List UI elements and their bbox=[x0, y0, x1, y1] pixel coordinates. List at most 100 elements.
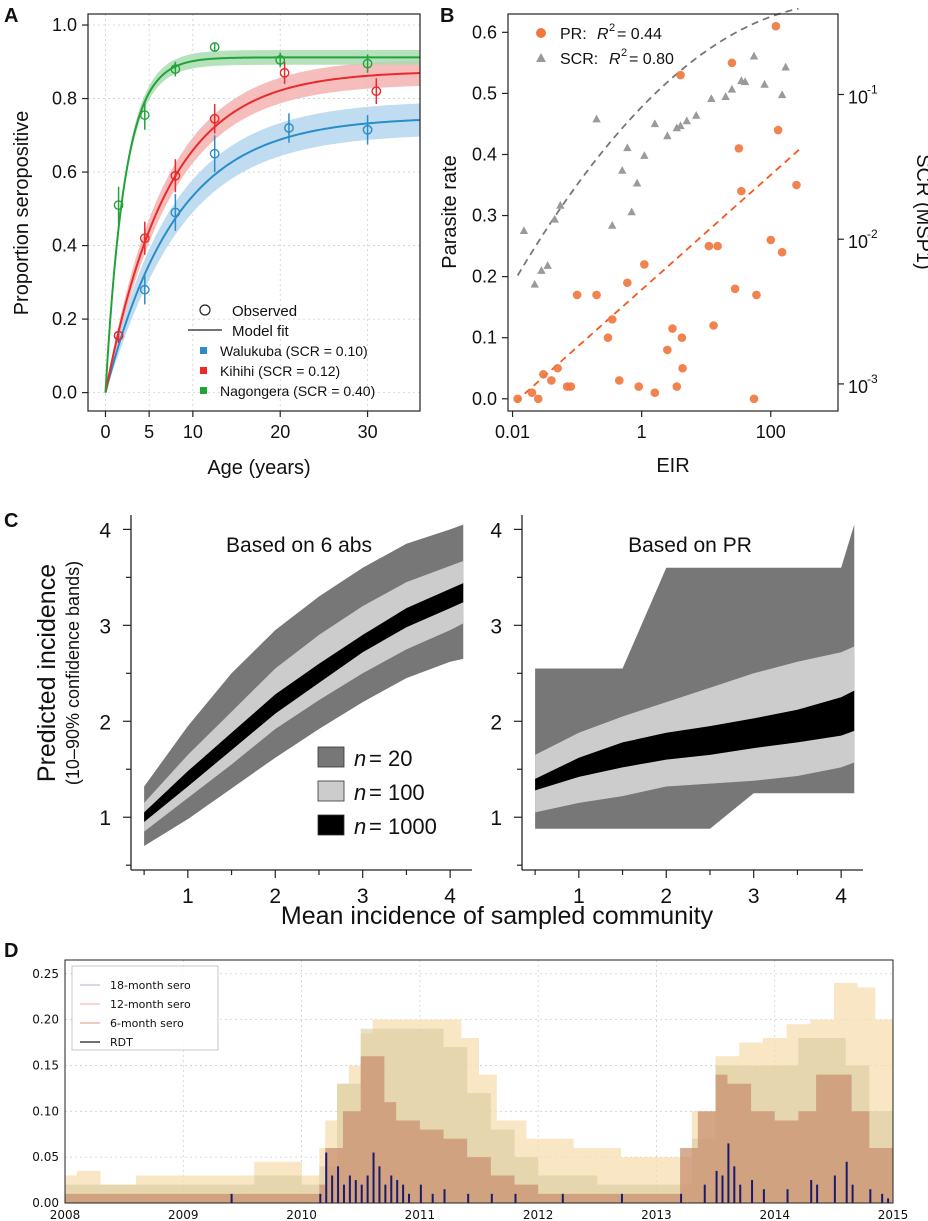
panel-d-rdt-bar bbox=[514, 1193, 517, 1203]
panel-b-pr-point bbox=[607, 315, 617, 324]
panel-b-pr-point bbox=[592, 290, 601, 300]
panel-b-scr-point bbox=[650, 119, 660, 128]
panel-d-rdt-bar bbox=[348, 1175, 351, 1203]
legend-pr-r2-sup: 2 bbox=[609, 22, 615, 34]
panel-d-legend-label: 12-month sero bbox=[110, 998, 191, 1011]
panel-d-y-tick-label: 0.00 bbox=[32, 1196, 59, 1210]
panel-d-rdt-bar bbox=[408, 1193, 411, 1203]
legend-kihihi-label: Kihihi (SCR = 0.12) bbox=[220, 363, 340, 379]
legend-n100-swatch bbox=[317, 780, 345, 802]
panel-d-rdt-bar bbox=[325, 1152, 328, 1203]
panel-b-pr-point bbox=[603, 333, 613, 343]
panel-a-x-label: Age (years) bbox=[207, 457, 310, 479]
panel-b-scr-point bbox=[663, 131, 672, 140]
panel-letter-d: D bbox=[4, 940, 18, 962]
panel-a-y-tick-label: 0.2 bbox=[52, 309, 77, 329]
panel-b-pr-point bbox=[676, 70, 685, 80]
panel-d-rdt-bar bbox=[762, 1189, 765, 1203]
panel-d-area-12-month bbox=[65, 1028, 893, 1203]
panel-d-rdt-bar bbox=[342, 1184, 345, 1203]
panel-d-rdt-bar bbox=[869, 1189, 872, 1203]
panel-b-pr-point bbox=[634, 382, 644, 391]
panel-b-y-tick-label: 0.1 bbox=[472, 328, 497, 348]
panel-b-scr-point bbox=[740, 77, 750, 86]
panel-c: 1 2 3 4 1 2 3 4 1 2 3 4 1 2 3 4 Predicted incidence (10… bbox=[33, 515, 863, 930]
panel-a-x-tick-label: 5 bbox=[144, 422, 154, 442]
panel-a-x-tick-label: 10 bbox=[183, 422, 203, 442]
panel-letter-c: C bbox=[4, 510, 18, 532]
panel-c-band-n1000 bbox=[535, 690, 855, 791]
panel-c-x-tick-label: 4 bbox=[444, 885, 456, 908]
panel-a-y-tick-label: 0.4 bbox=[52, 236, 77, 256]
panel-d-x-tick-label: 2013 bbox=[641, 1208, 672, 1221]
panel-letter-b: B bbox=[440, 5, 454, 27]
panel-b-y-tick-label: 0.4 bbox=[472, 144, 497, 164]
legend-n20-n: n bbox=[354, 746, 366, 771]
panel-b-frame bbox=[507, 13, 839, 412]
panel-c-y-label-sub: (10–90% confidence bands) bbox=[63, 561, 83, 785]
panel-a-point-walukuba bbox=[284, 123, 294, 133]
panel-b-scr-point bbox=[760, 79, 769, 88]
legend-observed-label: Observed bbox=[232, 303, 297, 320]
panel-b-scr-point bbox=[676, 121, 685, 130]
panel-a-point-kihihi bbox=[371, 86, 382, 97]
legend-model-label: Model fit bbox=[232, 323, 290, 340]
panel-d-rdt-bar bbox=[703, 1184, 706, 1203]
panel-d-legend-box bbox=[71, 965, 219, 1051]
panel-b-pr-fit bbox=[515, 148, 801, 403]
panel-b-scr-point bbox=[682, 116, 691, 125]
panel-d-rdt-bar bbox=[620, 1193, 623, 1203]
panel-b-scr-point bbox=[777, 90, 787, 99]
panel-a-frame bbox=[87, 13, 421, 412]
panel-d-rdt-bar bbox=[384, 1184, 387, 1203]
panel-b-scr-point bbox=[707, 94, 716, 102]
panel-d-rdt-bar bbox=[810, 1180, 813, 1203]
panel-a-point-walukuba bbox=[209, 148, 220, 159]
panel-b-pr-point bbox=[566, 382, 576, 391]
panel-a-point-nagongera bbox=[170, 64, 181, 75]
panel-b-scr-point bbox=[672, 123, 681, 132]
panel-a-point-nagongera bbox=[362, 58, 373, 69]
panel-b-scr-point bbox=[632, 178, 642, 187]
panel-c-x-tick-label: 2 bbox=[660, 885, 672, 908]
panel-b-scr-point bbox=[608, 220, 617, 229]
legend-kihihi-swatch bbox=[200, 367, 207, 374]
legend-nagongera-swatch bbox=[200, 387, 207, 394]
legend-pr-label: PR: bbox=[560, 26, 587, 43]
panel-a-point-walukuba bbox=[139, 284, 150, 295]
panel-c-y-tick-label: 1 bbox=[99, 807, 111, 830]
panel-c-y-tick-label: 1 bbox=[490, 807, 502, 830]
panel-b-scr-point bbox=[592, 114, 601, 123]
panel-b-y-tick-label: 0.3 bbox=[472, 206, 497, 226]
panel-a-y-tick-label: 0.0 bbox=[52, 383, 77, 403]
panel-c-y-tick-label: 4 bbox=[490, 519, 502, 542]
panel-b-y-tick-label: 0.5 bbox=[472, 83, 497, 103]
panel-a-band-walukuba bbox=[105, 103, 420, 393]
panel-d-x-tick-label: 2014 bbox=[759, 1208, 790, 1221]
panel-d-legend-label: RDT bbox=[110, 1036, 133, 1049]
panel-d-y-tick-label: 0.20 bbox=[32, 1013, 59, 1027]
panel-b-scr-point bbox=[550, 214, 559, 223]
panel-d-y-tick-label: 0.10 bbox=[32, 1104, 59, 1118]
panel-d-frame bbox=[64, 959, 894, 1204]
panel-b-pr-point bbox=[677, 333, 687, 343]
panel-d-rdt-bar bbox=[751, 1180, 754, 1203]
panel-b-pr-point bbox=[668, 324, 677, 333]
panel-d-legend: 18-month sero 12-month sero 6-month sero RD… bbox=[71, 965, 219, 1051]
panel-d-rdt-bar bbox=[561, 1193, 564, 1203]
panel-b-pr-point bbox=[553, 363, 562, 373]
panel-b-x-tick-label: 1 bbox=[637, 422, 647, 442]
panel-a-point-nagongera bbox=[139, 110, 150, 120]
panel-b-pr-point bbox=[533, 394, 543, 404]
panel-c-x-tick-label: 1 bbox=[182, 885, 194, 908]
panel-c-right-title: Based on PR bbox=[628, 534, 752, 557]
panel-a-y-tick-label: 1.0 bbox=[52, 15, 77, 35]
panel-b-y2-tick-exp: -1 bbox=[867, 83, 878, 97]
panel-d-legend-label: 6-month sero bbox=[110, 1017, 184, 1030]
panel-d-y-tick-label: 0.15 bbox=[32, 1058, 59, 1072]
panel-b-pr-point bbox=[777, 247, 787, 257]
panel-d-y-tick-label: 0.05 bbox=[32, 1150, 59, 1164]
legend-nagongera-label: Nagongera (SCR = 0.40) bbox=[220, 383, 375, 399]
